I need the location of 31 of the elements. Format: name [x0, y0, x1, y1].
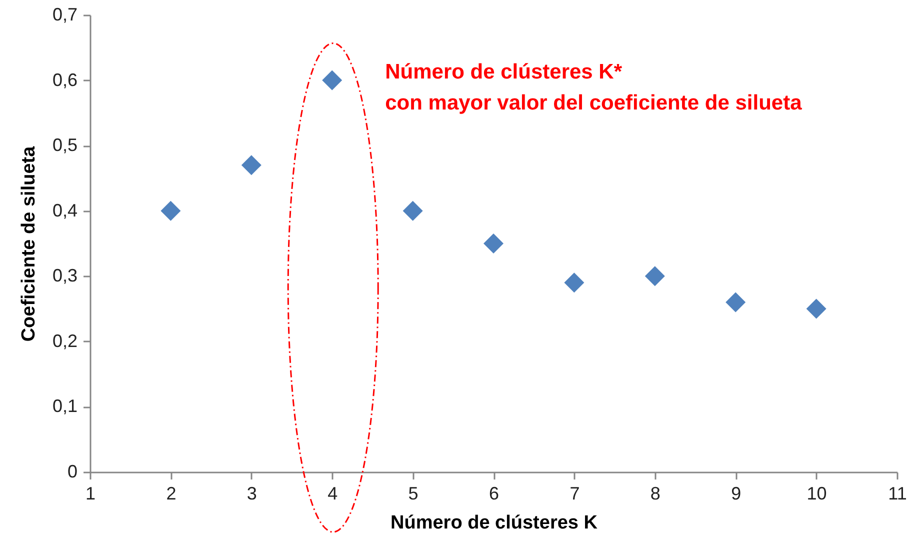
y-axis-title: Coeficiente de silueta [18, 146, 40, 342]
point [726, 292, 746, 312]
point [322, 70, 342, 90]
y-tick-label: 0,5 [52, 135, 78, 156]
x-tick-label: 7 [570, 484, 580, 504]
y-tick-label: 0,6 [52, 70, 78, 90]
point [806, 298, 826, 319]
y-tick-label: 0,1 [52, 396, 78, 416]
y-tick-label: 0,7 [52, 4, 78, 24]
y-tick-label: 0,3 [52, 266, 78, 286]
x-tick-label: 3 [246, 484, 257, 504]
point [241, 155, 262, 176]
x-tick-label: 1 [85, 484, 96, 504]
x-tick-label: 5 [408, 484, 418, 504]
y-tick-label: 0,4 [52, 200, 78, 220]
point [484, 234, 504, 254]
x-tick-label: 9 [731, 484, 742, 504]
point [564, 272, 584, 293]
x-tick-label: 4 [328, 484, 338, 504]
point [644, 266, 665, 286]
point [160, 200, 181, 221]
annotation: Número de clústeres K* con mayor valor del coeficiente de silueta [385, 60, 802, 114]
x-tick-label: 2 [166, 484, 176, 504]
y-tick-label: 0 [67, 462, 78, 482]
x-axis-title: Número de clústeres K [390, 512, 598, 534]
y-tick-label: 0,2 [52, 330, 78, 351]
x-tick-label: 6 [488, 484, 500, 504]
x-tick-label: 8 [650, 484, 660, 504]
point [402, 200, 423, 221]
x-tick-label: 11 [888, 484, 907, 504]
x-tick-label: 10 [806, 484, 827, 504]
